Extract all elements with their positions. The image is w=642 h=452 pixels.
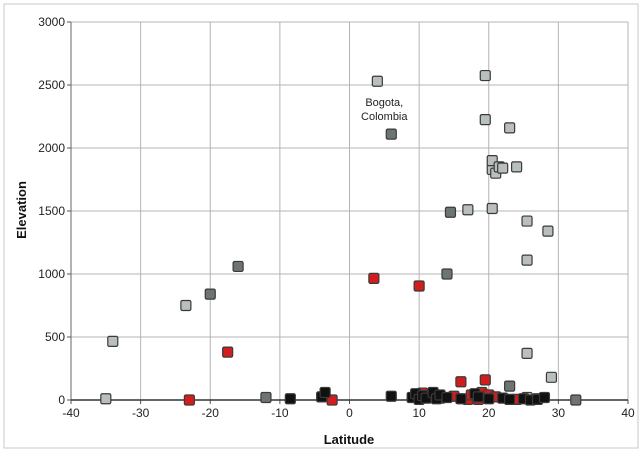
x-tick-label: 30 <box>552 406 566 420</box>
data-point-series-2 <box>570 394 582 406</box>
annotation-label: Colombia <box>361 111 408 123</box>
y-tick-label: 2500 <box>38 78 65 92</box>
data-point-series-4 <box>284 393 296 405</box>
x-tick-label: -40 <box>62 406 80 420</box>
data-point-series-1 <box>479 114 491 126</box>
data-point-series-1 <box>486 202 498 215</box>
y-tick-label: 500 <box>45 330 65 344</box>
data-point-series-1 <box>545 371 558 383</box>
data-point-series-2 <box>444 206 457 218</box>
x-tick-label: 40 <box>621 406 635 420</box>
data-point-series-1 <box>521 215 533 227</box>
data-point-series-4 <box>441 391 453 404</box>
data-point-series-2 <box>441 268 453 280</box>
data-point-series-1 <box>521 254 533 266</box>
data-point-series-1 <box>511 161 523 173</box>
data-point-series-3 <box>368 272 380 285</box>
data-point-series-3 <box>455 376 467 388</box>
data-point-series-3 <box>222 346 234 358</box>
x-tick-label: 0 <box>346 406 353 420</box>
y-tick-label: 2000 <box>38 141 65 155</box>
y-tick-label: 3000 <box>38 15 65 29</box>
data-point-series-1 <box>180 299 192 312</box>
data-point-series-2 <box>232 260 244 273</box>
data-point-series-1 <box>479 69 491 82</box>
tick-labels: -40 -30 -20 -10 0 10 20 30 40 0 500 1000 1500 2000 250… <box>38 15 635 420</box>
x-tick-label: -10 <box>271 406 289 420</box>
y-tick-label: 1000 <box>38 267 65 281</box>
data-point-series-4 <box>472 391 484 403</box>
x-tick-label: 20 <box>482 406 496 420</box>
data-point-series-1 <box>462 204 474 216</box>
data-point-series-4 <box>385 390 397 402</box>
data-point-series-3 <box>413 280 425 292</box>
annotations: Bogota, Colombia <box>361 97 408 123</box>
data-point-series-1 <box>497 162 509 174</box>
data-point-series-3 <box>183 394 195 406</box>
data-point-series-3 <box>479 374 491 386</box>
data-point-series-4 <box>504 393 516 405</box>
data-point-series-2 <box>504 380 516 392</box>
data-point-series-1 <box>521 347 533 359</box>
annotation-label: Bogota, <box>365 97 403 109</box>
x-tick-label: -20 <box>202 406 220 420</box>
data-point-series-1 <box>542 225 554 237</box>
data-point-series-1 <box>371 75 383 87</box>
gridlines <box>70 21 629 400</box>
data-points <box>100 69 582 406</box>
chart-border <box>3 3 639 449</box>
data-point-series-1 <box>100 393 112 405</box>
data-point-series-1 <box>107 335 119 348</box>
data-point-series-2 <box>204 288 216 300</box>
data-point-series-4 <box>319 386 331 399</box>
y-axis-title: Elevation <box>14 181 29 239</box>
data-point-series-4 <box>455 393 467 405</box>
y-tick-label: 0 <box>58 393 65 407</box>
data-point-series-2 <box>385 128 397 140</box>
data-point-series-1 <box>504 122 516 134</box>
y-tick-label: 1500 <box>38 204 65 218</box>
data-point-series-2 <box>260 391 272 404</box>
data-point-series-4 <box>483 393 495 405</box>
x-tick-label: 10 <box>412 406 426 420</box>
x-tick-label: -30 <box>132 406 150 420</box>
x-axis-title: Latitude <box>324 432 375 447</box>
data-point-series-4 <box>538 391 551 404</box>
